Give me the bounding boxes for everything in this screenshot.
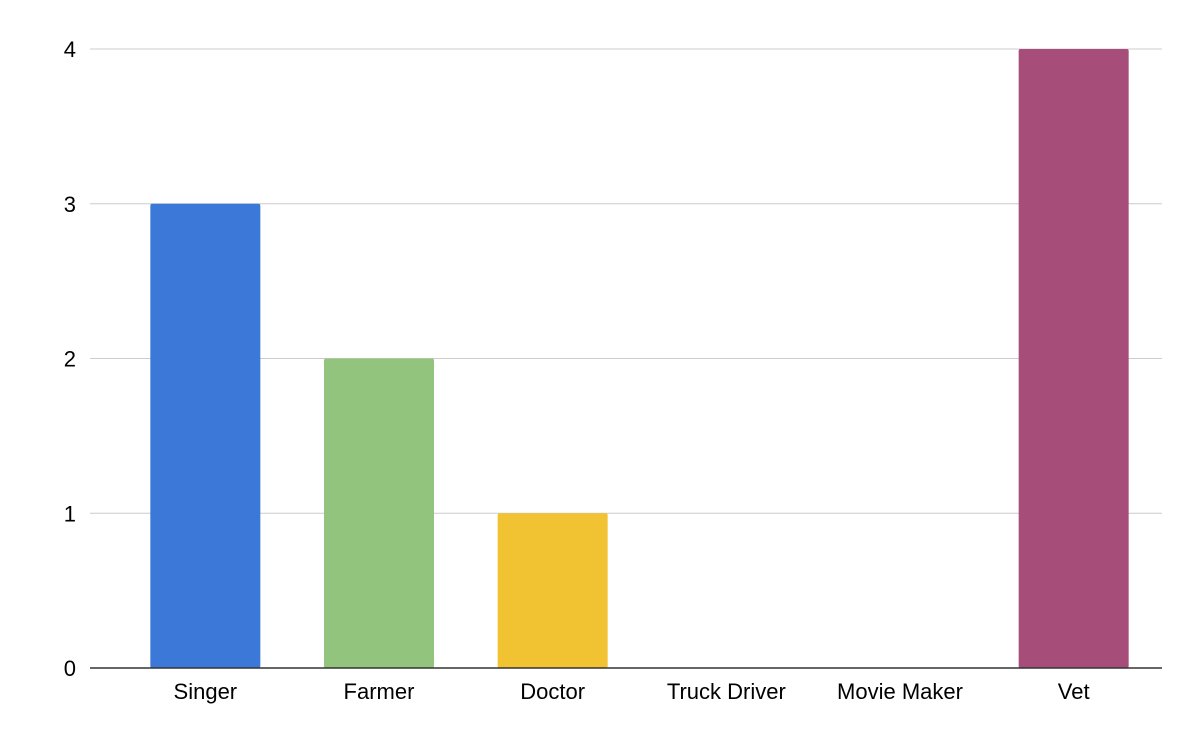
x-tick-label-movie-maker: Movie Maker [837,679,963,704]
y-tick-label: 4 [64,37,76,62]
x-tick-label-truck-driver: Truck Driver [667,679,786,704]
bars [150,49,1129,668]
grid-lines [90,48,1162,514]
y-tick-label: 3 [64,192,76,217]
bar-vet [1018,49,1129,668]
x-axis-tick-labels: Singer Farmer Doctor Truck Driver Movie Make… [174,679,1090,704]
bar-doctor [497,513,608,668]
x-tick-label-vet: Vet [1058,679,1090,704]
x-tick-label-singer: Singer [174,679,238,704]
bar-farmer [324,358,434,668]
y-tick-label: 0 [64,656,76,681]
bar-singer [150,203,261,668]
y-tick-label: 2 [64,347,76,372]
y-axis-tick-labels: 0 1 2 3 4 [64,37,76,681]
y-tick-label: 1 [64,501,76,526]
x-tick-label-farmer: Farmer [344,679,415,704]
x-tick-label-doctor: Doctor [520,679,585,704]
